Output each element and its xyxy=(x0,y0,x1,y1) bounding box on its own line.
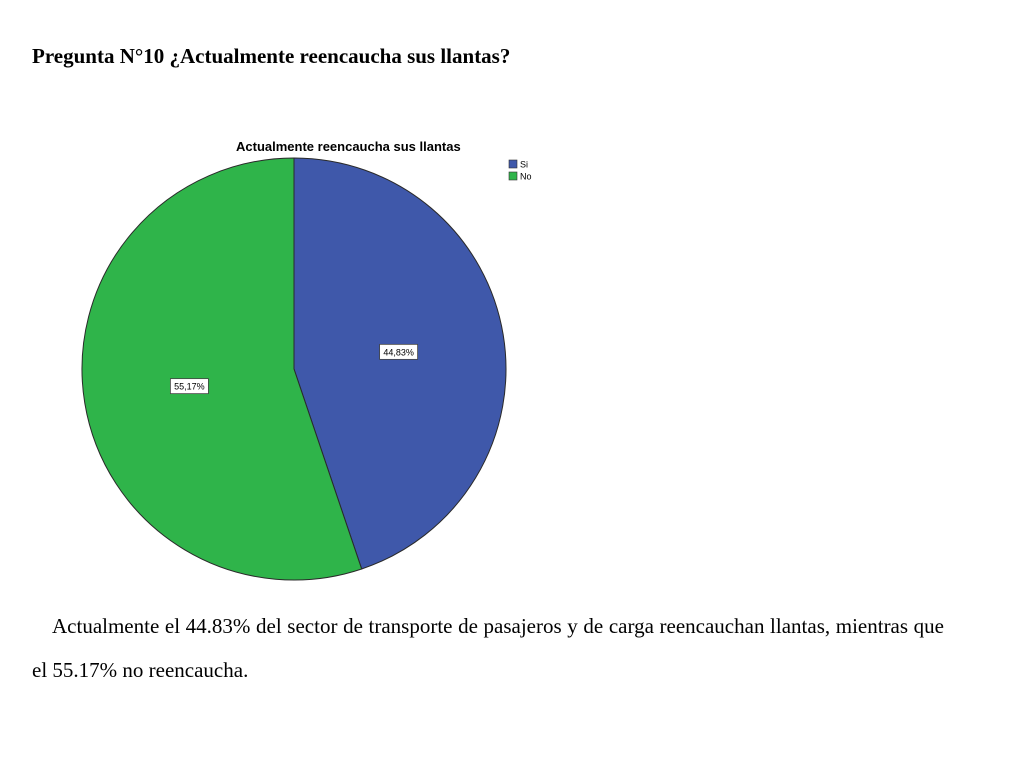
slice-label-no: 55,17% xyxy=(174,382,205,392)
legend-swatch-no xyxy=(508,171,518,181)
caption-paragraph: Actualmente el 44.83% del sector de tran… xyxy=(32,614,944,682)
slice-label-box-si xyxy=(379,343,419,360)
legend-label-no: No xyxy=(520,172,532,182)
page-heading: Pregunta N°10 ¿Actualmente reencaucha su… xyxy=(32,44,511,68)
pie-slices xyxy=(81,157,507,581)
legend-swatch-si xyxy=(508,159,518,169)
legend-label-si: Si xyxy=(520,160,528,170)
slice-labels: 44,83% 55,17% xyxy=(169,343,419,395)
pie-chart: Actualmente reencaucha sus llantas 44,83… xyxy=(81,139,532,581)
chart-title: Actualmente reencaucha sus llantas xyxy=(236,139,461,154)
slice-label-box-no xyxy=(169,378,209,395)
chart-legend: Si No xyxy=(508,159,532,182)
slice-label-si: 44,83% xyxy=(383,347,414,357)
pie-slice-si xyxy=(293,157,507,570)
pie-slice-no xyxy=(81,157,363,581)
